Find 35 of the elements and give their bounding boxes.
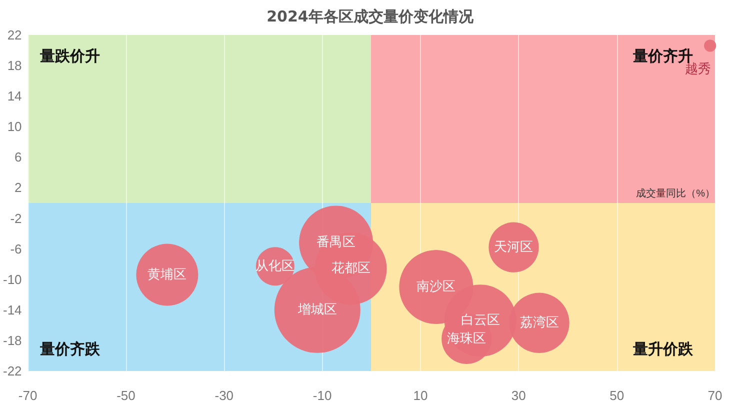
y-tick-label: -2	[10, 210, 22, 226]
annotation: 量价齐跌	[40, 340, 100, 359]
x-tick-label: -70	[18, 388, 38, 402]
y-tick-label: 6	[14, 150, 22, 165]
annotation: 量跌价升	[40, 47, 100, 66]
series-label: 番禺区	[316, 235, 356, 250]
y-tick-label: 22	[7, 28, 22, 42]
series-label: 黄埔区	[148, 267, 187, 282]
x-tick-label: -30	[214, 388, 234, 402]
y-tick-label: -18	[2, 332, 22, 348]
series-label: 荔湾区	[520, 314, 559, 330]
y-tick-label: -10	[2, 272, 22, 287]
x-tick-label: -50	[116, 388, 136, 402]
x-tick-label: -10	[312, 388, 332, 402]
y-tick-label: 10	[7, 119, 22, 134]
series-label: 海珠区	[447, 331, 486, 346]
series-label: 增城区	[296, 302, 337, 318]
x-tick-label: 10	[413, 388, 428, 402]
y-tick-label: -22	[2, 364, 22, 378]
y-tick-label: 18	[7, 58, 22, 74]
annotation: 量升价跌	[633, 340, 693, 359]
y-tick-label: -6	[10, 241, 22, 256]
y-tick-label: -14	[2, 302, 22, 318]
x-tick-label: 50	[610, 388, 624, 402]
x-tick-label: 30	[511, 388, 526, 402]
x-axis-title: 成交量同比（%）	[636, 188, 715, 200]
series-label: 白云区	[460, 313, 500, 328]
y-tick-label: 2	[14, 180, 22, 196]
series-label: 花都区	[331, 261, 370, 276]
chart-title: 2024年各区成交量价变化情况	[266, 8, 474, 26]
series-label: 从化区	[256, 258, 295, 274]
series-label: 天河区	[494, 240, 534, 255]
series-label: 南沙区	[416, 280, 456, 294]
y-tick-label: 14	[7, 88, 22, 104]
x-tick-label: 70	[708, 388, 722, 402]
